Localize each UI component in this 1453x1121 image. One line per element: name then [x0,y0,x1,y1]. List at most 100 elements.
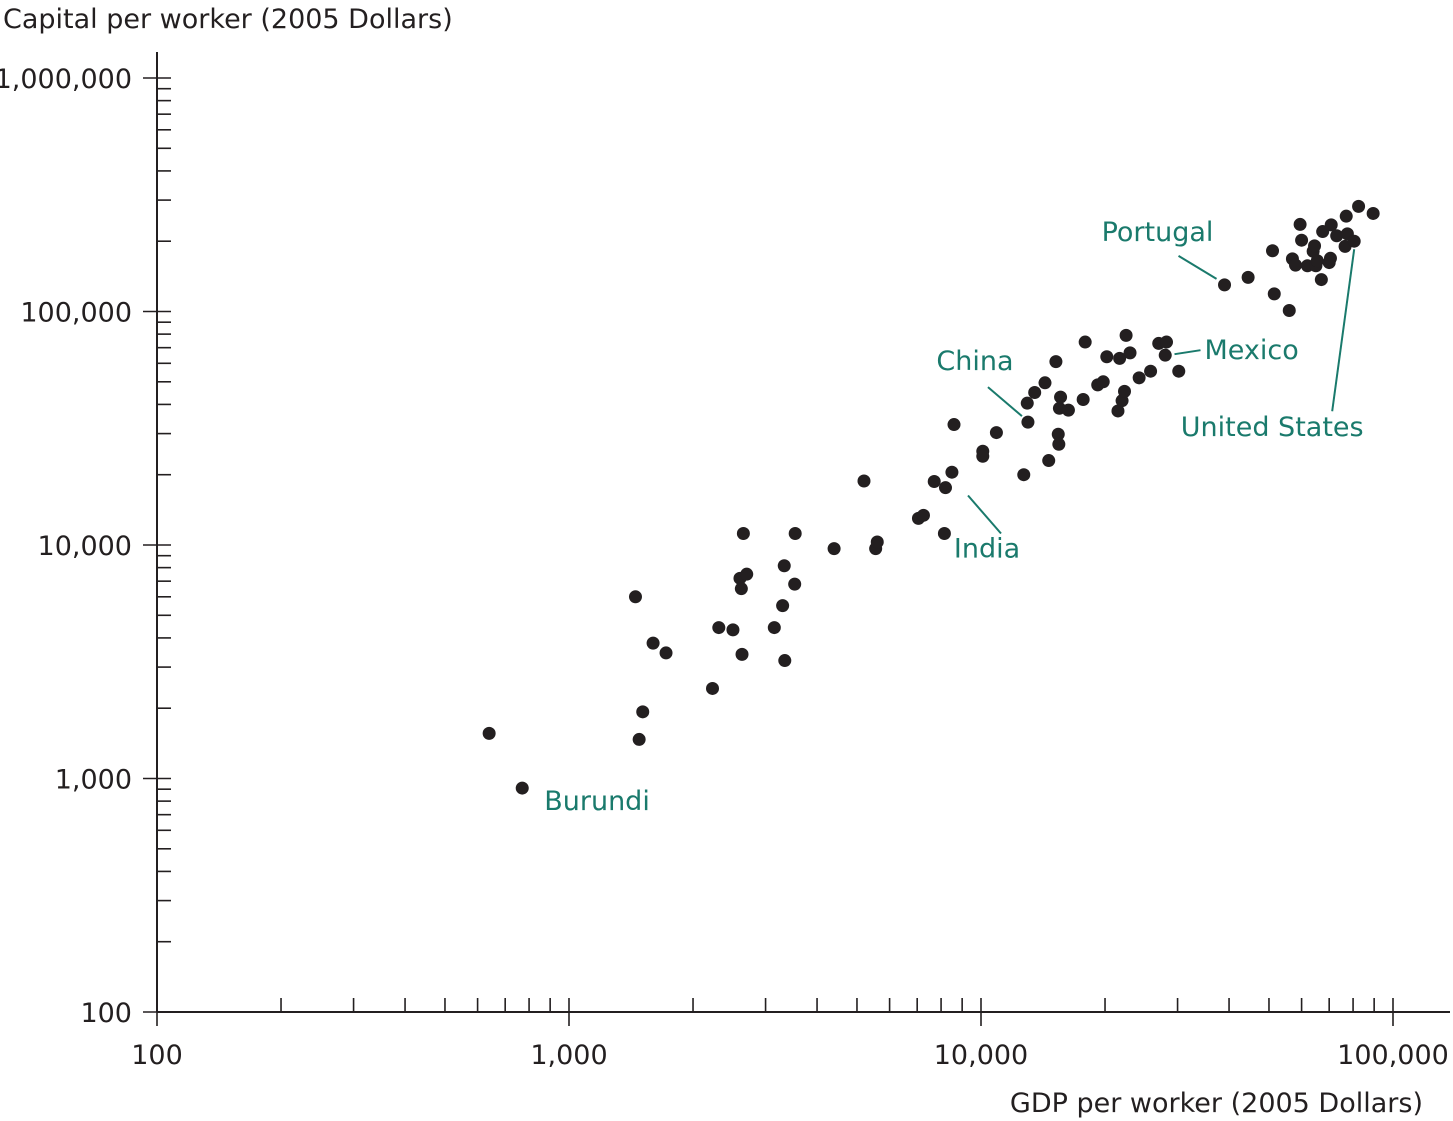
x-tick-label: 100,000 [1337,1040,1449,1071]
data-point [1241,270,1255,284]
data-point [1021,415,1035,429]
data-point [945,465,959,479]
x-tick-label: 100 [131,1040,183,1071]
y-tick-label: 1,000,000 [0,64,132,95]
data-point [1052,437,1066,451]
annotation-label: Mexico [1205,335,1299,366]
data-point [740,567,754,581]
data-point [1160,335,1174,349]
data-point [482,726,496,740]
data-point [1054,390,1068,404]
data-point [1113,351,1127,365]
y-tick-label: 100 [80,998,132,1029]
data-point [989,426,1003,440]
data-point [1324,218,1338,232]
data-point [712,621,726,635]
data-point [788,577,802,591]
data-point [777,559,791,573]
data-point [1017,468,1031,482]
data-point [916,508,930,522]
data-point [778,654,792,668]
annotation-leader-line [967,494,1002,535]
annotation-label: China [936,346,1013,377]
y-tick-label: 1,000 [55,765,132,796]
data-point [1020,396,1034,410]
annotation-leader-line [1331,249,1356,412]
annotations: Burundi India China Mexico Portugal United St… [544,217,1363,817]
data-point [938,481,952,495]
data-point [767,621,781,635]
data-point [1158,348,1172,362]
data-point [736,527,750,541]
data-point [1096,375,1110,389]
data-point [1347,234,1361,248]
data-point [1051,427,1065,441]
y-tick-label: 10,000 [38,531,132,562]
data-point [1119,328,1133,342]
y-axis-title: Capital per worker (2005 Dollars) [3,4,453,35]
data-point [927,475,941,489]
data-point [1293,217,1307,231]
data-point [628,590,642,604]
data-point [776,599,790,613]
data-point [1366,206,1380,220]
data-point [726,623,740,637]
data-point [1172,364,1186,378]
data-point [1078,335,1092,349]
data-point [937,527,951,541]
data-point [1308,239,1322,253]
x-tick-label: 1,000 [530,1040,607,1071]
data-point [1144,364,1158,378]
data-point [1339,209,1353,223]
data-point [1049,355,1063,369]
data-point [1118,384,1132,398]
data-point [1028,385,1042,399]
annotation-label: India [954,534,1020,565]
data-point [1289,258,1303,272]
x-axis-title: GDP per worker (2005 Dollars) [1010,1088,1423,1119]
annotation-label: United States [1181,412,1364,443]
data-point [947,418,961,432]
data-point [659,646,673,660]
data-point [870,535,884,549]
data-point [1282,303,1296,317]
data-point [1132,371,1146,385]
annotation-label: Portugal [1102,217,1214,248]
data-point [788,527,802,541]
data-point [735,647,749,661]
annotation-label: Burundi [544,786,650,817]
data-point [1330,229,1344,243]
data-point [646,636,660,650]
data-point [1266,244,1280,258]
annotation-leader-line [1174,349,1201,356]
data-point [706,681,720,695]
data-point [1295,233,1309,247]
data-point [1314,273,1328,287]
data-point [636,705,650,719]
data-point [515,781,529,795]
data-point [857,474,871,488]
annotation-leader-line [1178,255,1218,280]
data-point [1042,454,1056,468]
data-point [1310,254,1324,268]
data-point [734,582,748,596]
data-point [827,542,841,556]
y-tick-label: 100,000 [20,298,132,329]
data-point [1038,376,1052,390]
data-point [1111,404,1125,418]
data-point [1100,350,1114,364]
data-points [482,199,1380,795]
data-point [1061,403,1075,417]
data-point [1352,199,1366,213]
data-point [1076,392,1090,406]
data-point [1123,346,1137,360]
data-point [1323,251,1337,265]
data-point [632,732,646,746]
data-point [1267,287,1281,301]
data-point [976,449,990,463]
data-point [1218,278,1232,292]
annotation-leader-line [987,386,1023,417]
axes: 100 1,000 10,000 100,000 1,000,000 100 1,000 10… [0,52,1450,1071]
x-tick-label: 10,000 [934,1040,1028,1071]
